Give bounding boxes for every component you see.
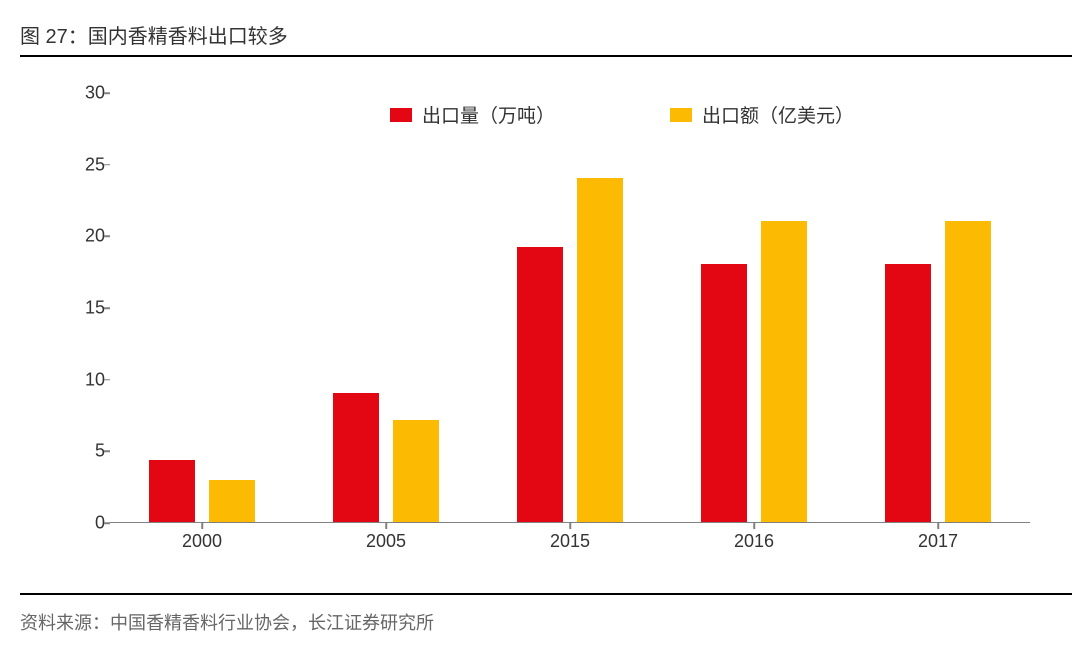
bar — [209, 480, 255, 522]
chart-wrap: 0 5 10 15 20 25 30 2000 2005 2015 2016 2017 出口量（万吨） 出… — [20, 63, 1072, 595]
bar — [701, 264, 747, 522]
legend-label: 出口量（万吨） — [422, 101, 555, 128]
y-tick-mark — [104, 451, 110, 453]
figure-container: 图 27：国内香精香料出口较多 0 5 10 15 20 25 30 2000 2005 2015… — [20, 20, 1072, 635]
legend-item: 出口量（万吨） — [390, 101, 555, 128]
x-tick-mark — [569, 523, 571, 529]
bar — [517, 247, 563, 522]
legend-item: 出口额（亿美元） — [670, 101, 854, 128]
bar — [393, 420, 439, 522]
x-tick-label: 2005 — [366, 531, 406, 552]
y-tick-label: 25 — [50, 154, 105, 175]
y-tick-label: 0 — [50, 513, 105, 534]
y-tick-label: 5 — [50, 441, 105, 462]
y-tick-label: 20 — [50, 226, 105, 247]
bar — [945, 221, 991, 522]
y-tick-mark — [104, 236, 110, 238]
legend-label: 出口额（亿美元） — [702, 101, 854, 128]
bar-chart: 0 5 10 15 20 25 30 2000 2005 2015 2016 2017 出口量（万吨） 出… — [50, 83, 1040, 573]
figure-title-row: 图 27：国内香精香料出口较多 — [20, 20, 1072, 57]
x-tick-mark — [385, 523, 387, 529]
x-tick-label: 2000 — [182, 531, 222, 552]
x-tick-label: 2015 — [550, 531, 590, 552]
y-tick-mark — [104, 92, 110, 94]
x-tick-mark — [201, 523, 203, 529]
y-tick-mark — [104, 522, 110, 524]
source-text: 资料来源：中国香精香料行业协会，长江证券研究所 — [20, 595, 1072, 635]
bar — [885, 264, 931, 522]
y-tick-mark — [104, 164, 110, 166]
x-tick-label: 2017 — [918, 531, 958, 552]
x-tick-mark — [937, 523, 939, 529]
legend-swatch — [670, 108, 692, 122]
plot-area — [110, 93, 1030, 523]
y-tick-label: 30 — [50, 83, 105, 104]
bar — [761, 221, 807, 522]
x-tick-label: 2016 — [734, 531, 774, 552]
y-tick-label: 15 — [50, 298, 105, 319]
y-tick-mark — [104, 379, 110, 381]
bar — [149, 460, 195, 522]
bar — [333, 393, 379, 522]
bar — [577, 178, 623, 522]
legend-swatch — [390, 108, 412, 122]
y-tick-label: 10 — [50, 369, 105, 390]
figure-title: 图 27：国内香精香料出口较多 — [20, 26, 288, 48]
y-tick-mark — [104, 307, 110, 309]
x-tick-mark — [753, 523, 755, 529]
